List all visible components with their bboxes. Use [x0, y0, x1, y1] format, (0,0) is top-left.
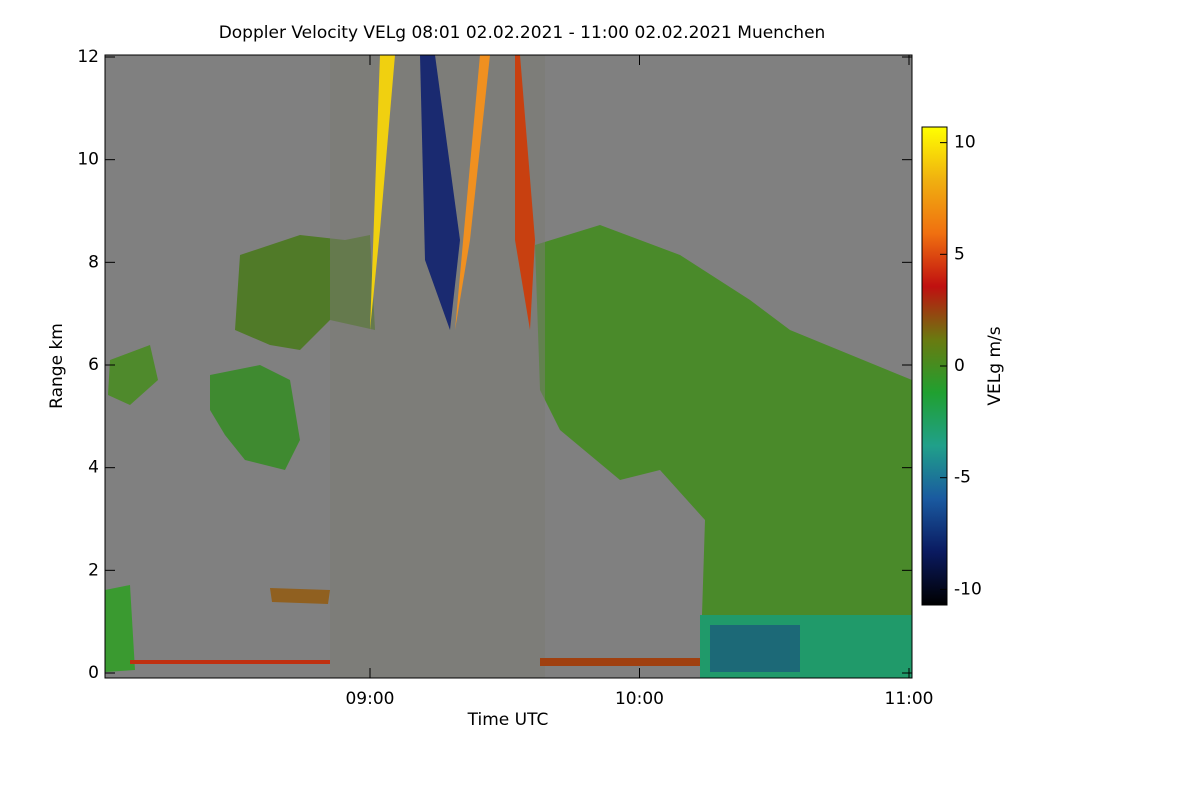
colorbar-label: VELg m/s	[985, 326, 1005, 405]
x-tick-label: 09:00	[345, 689, 394, 709]
colorbar-tick-label: -10	[954, 579, 982, 599]
y-tick-label: 6	[88, 355, 99, 375]
plot-frame	[104, 54, 913, 679]
colorbar-tick-label: 0	[954, 356, 965, 376]
radar-field	[105, 55, 912, 678]
x-tick-label: 11:00	[885, 689, 934, 709]
x-axis-label: Time UTC	[467, 710, 549, 730]
colorbar-tick-label: -5	[954, 468, 971, 488]
colorbar-tick-label: 10	[954, 133, 976, 153]
y-tick-label: 10	[77, 150, 99, 170]
y-tick-label: 0	[88, 663, 99, 683]
x-tick-label: 10:00	[615, 689, 664, 709]
y-tick-label: 12	[77, 47, 99, 67]
colorbar-tick-label: 5	[954, 244, 965, 264]
y-tick-label: 4	[88, 458, 99, 478]
chart-title: Doppler Velocity VELg 08:01 02.02.2021 -…	[219, 23, 826, 43]
y-tick-label: 2	[88, 560, 99, 580]
y-axis-label: Range km	[47, 323, 67, 409]
y-tick-label: 8	[88, 252, 99, 272]
